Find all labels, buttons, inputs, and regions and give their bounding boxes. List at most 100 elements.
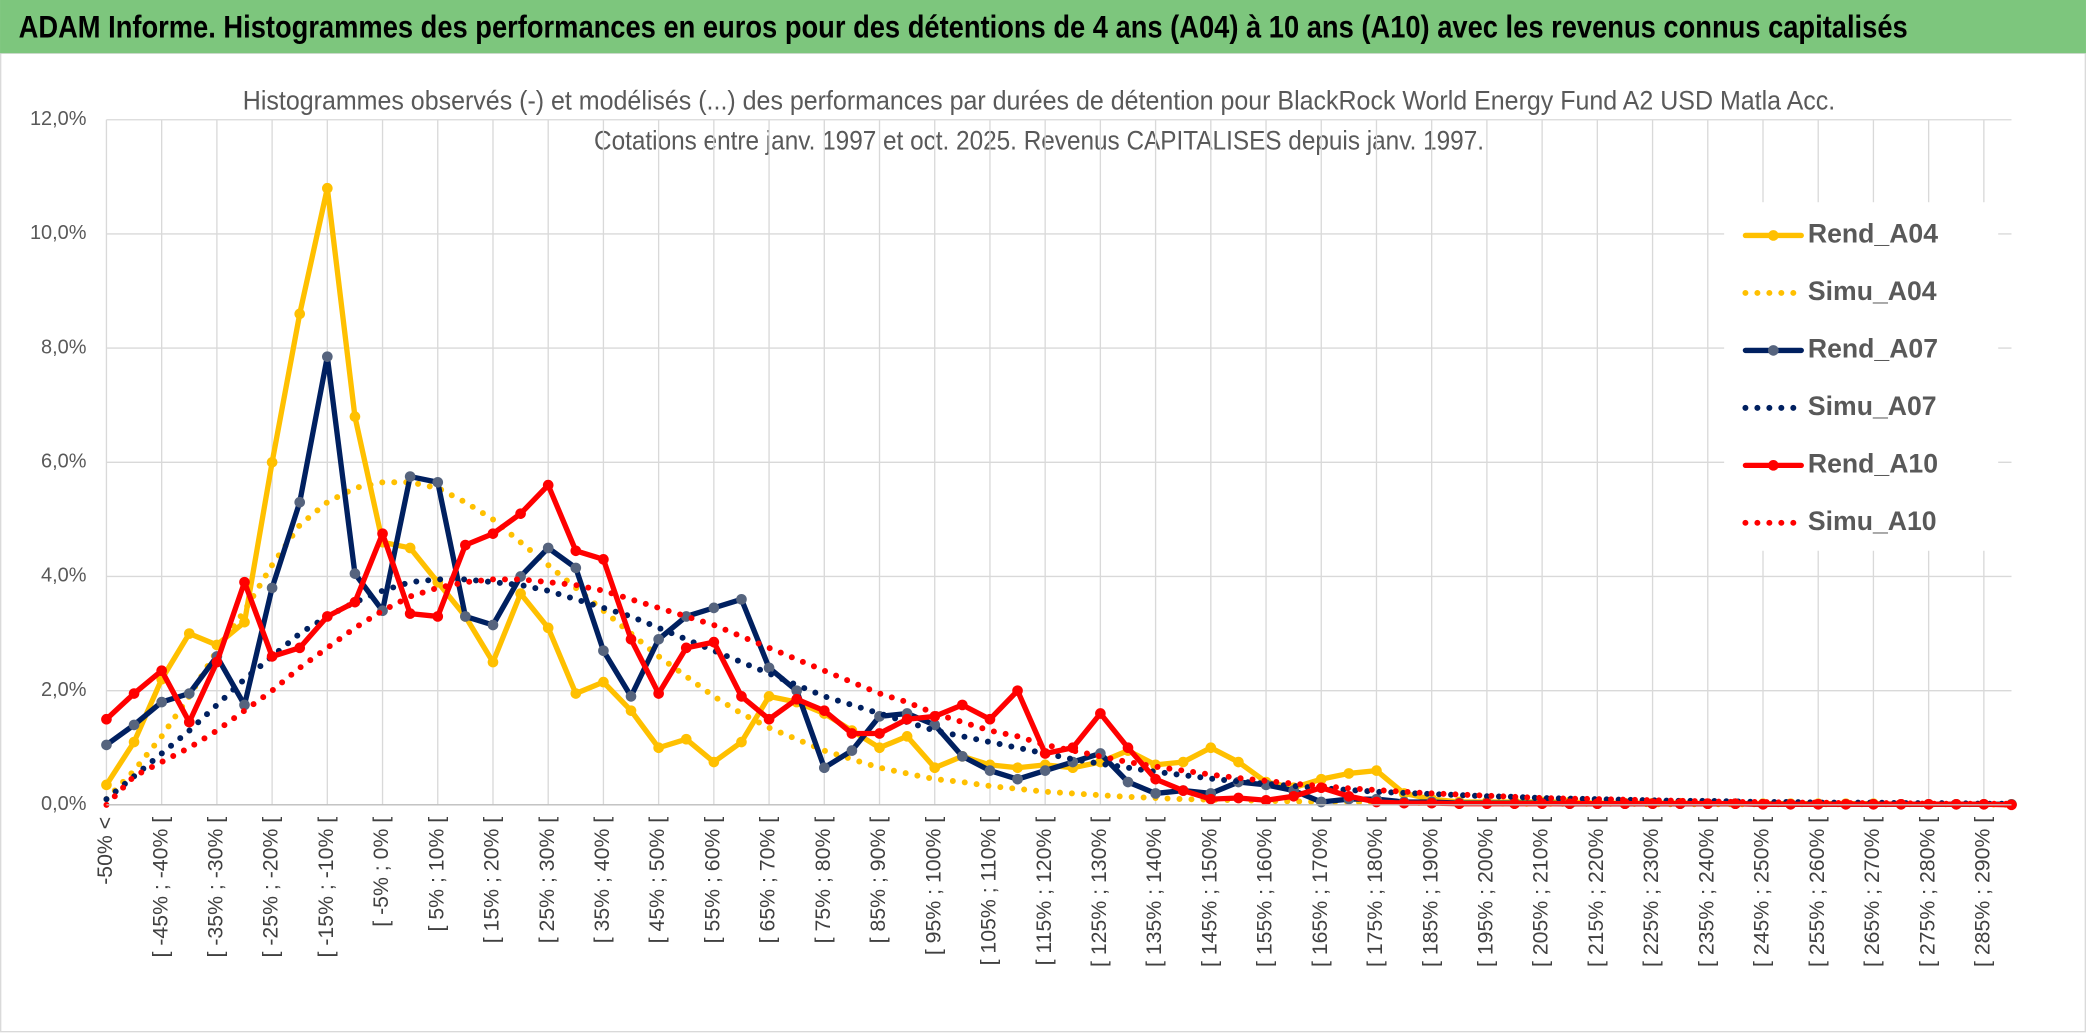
marker [1150, 773, 1161, 785]
marker [598, 554, 609, 565]
marker [1536, 798, 1548, 810]
marker [404, 542, 416, 554]
marker [487, 528, 499, 539]
x-tick-label: [ 185% ; 190% [ [1418, 817, 1442, 967]
legend-label: Rend_A07 [1808, 333, 1938, 363]
marker [708, 602, 720, 614]
x-tick-label: [ 145% ; 150% [ [1197, 817, 1221, 967]
marker [763, 662, 775, 674]
marker [818, 705, 830, 716]
marker [1012, 685, 1023, 696]
marker [1509, 798, 1520, 810]
y-tick-label: 12,0% [30, 108, 87, 130]
marker [736, 691, 747, 702]
x-tick-label: -50% < [93, 817, 117, 885]
marker [929, 719, 941, 731]
marker [1012, 773, 1023, 785]
marker [984, 713, 996, 725]
marker [322, 611, 333, 622]
marker [322, 351, 333, 362]
marker [653, 742, 664, 754]
marker [1288, 790, 1299, 802]
marker [183, 688, 195, 699]
x-tick-label: [ -5% ; 0% [ [369, 817, 393, 927]
marker [1453, 798, 1465, 810]
marker [460, 611, 471, 622]
marker [128, 736, 140, 748]
marker [1177, 785, 1189, 796]
marker [763, 713, 775, 725]
marker [653, 688, 664, 699]
x-tick-label: [ 105% ; 110% [ [977, 817, 1001, 966]
marker [101, 779, 112, 791]
marker [957, 750, 968, 762]
x-tick-label: [ 245% ; 250% [ [1750, 817, 1774, 967]
marker [1012, 762, 1023, 774]
legend-marker [1768, 460, 1779, 471]
x-tick-label: [ 265% ; 270% [ [1860, 817, 1884, 967]
y-tick-label: 2,0% [41, 679, 87, 701]
marker [156, 696, 167, 708]
marker [239, 699, 250, 711]
marker [1426, 797, 1438, 809]
marker [239, 576, 250, 588]
marker [542, 622, 554, 634]
marker [653, 633, 664, 645]
marker [901, 713, 913, 725]
marker [984, 765, 996, 776]
marker [1122, 776, 1134, 788]
marker [349, 568, 361, 579]
marker [239, 616, 250, 628]
x-tick-label: [ 235% ; 240% [ [1694, 817, 1718, 967]
x-tick-label: [ 5% ; 10% [ [424, 817, 448, 932]
legend-marker [1768, 345, 1779, 356]
x-tick-label: [ 155% ; 160% [ [1253, 817, 1277, 967]
x-tick-label: [ 225% ; 230% [ [1639, 817, 1663, 967]
marker [846, 745, 858, 756]
marker [404, 608, 416, 619]
marker [1371, 796, 1382, 808]
y-tick-label: 4,0% [41, 565, 87, 587]
y-tick-label: 10,0% [30, 222, 87, 244]
marker [515, 508, 526, 519]
marker [266, 456, 278, 468]
marker [211, 656, 223, 668]
marker [487, 619, 499, 631]
marker [708, 636, 720, 648]
marker [1647, 798, 1658, 810]
model-line [103, 576, 2015, 807]
axes: 0,0% 2,0% 4,0% 6,0% 8,0% 10,0% 12,0% -50% < [ -4… [30, 108, 2012, 967]
marker [818, 762, 830, 774]
x-tick-label: [ 95% ; 100% [ [921, 817, 945, 955]
marker [349, 411, 361, 422]
marker [736, 736, 747, 748]
marker [1039, 765, 1051, 776]
x-tick-label: [ -25% ; -20% [ [259, 817, 283, 958]
marker [377, 528, 388, 539]
marker [1177, 756, 1189, 768]
marker [322, 182, 333, 194]
chart-title: Histogrammes observés (-) et modélisés (… [243, 85, 1835, 115]
marker [1122, 742, 1134, 754]
x-tick-label: [ 255% ; 260% [ [1805, 817, 1829, 967]
marker [294, 308, 306, 320]
marker [791, 685, 802, 696]
marker [294, 496, 306, 508]
marker [183, 628, 195, 639]
marker [598, 676, 609, 688]
marker [846, 728, 858, 739]
marker [1150, 788, 1161, 799]
marker [128, 688, 140, 699]
marker [542, 479, 554, 491]
marker [791, 693, 802, 705]
marker [570, 688, 582, 699]
plot [101, 182, 2017, 811]
header-title: ADAM Informe. Histogrammes des performan… [19, 9, 1908, 45]
legend: Rend_A04 Simu_A04 Rend_A07 Simu_A07 Rend_A10… [1724, 202, 1999, 551]
x-tick-label: [ 205% ; 210% [ [1529, 817, 1553, 967]
marker [680, 642, 692, 654]
legend-label: Rend_A10 [1808, 448, 1938, 478]
marker [266, 651, 278, 662]
marker [1371, 765, 1382, 776]
marker [625, 705, 637, 716]
